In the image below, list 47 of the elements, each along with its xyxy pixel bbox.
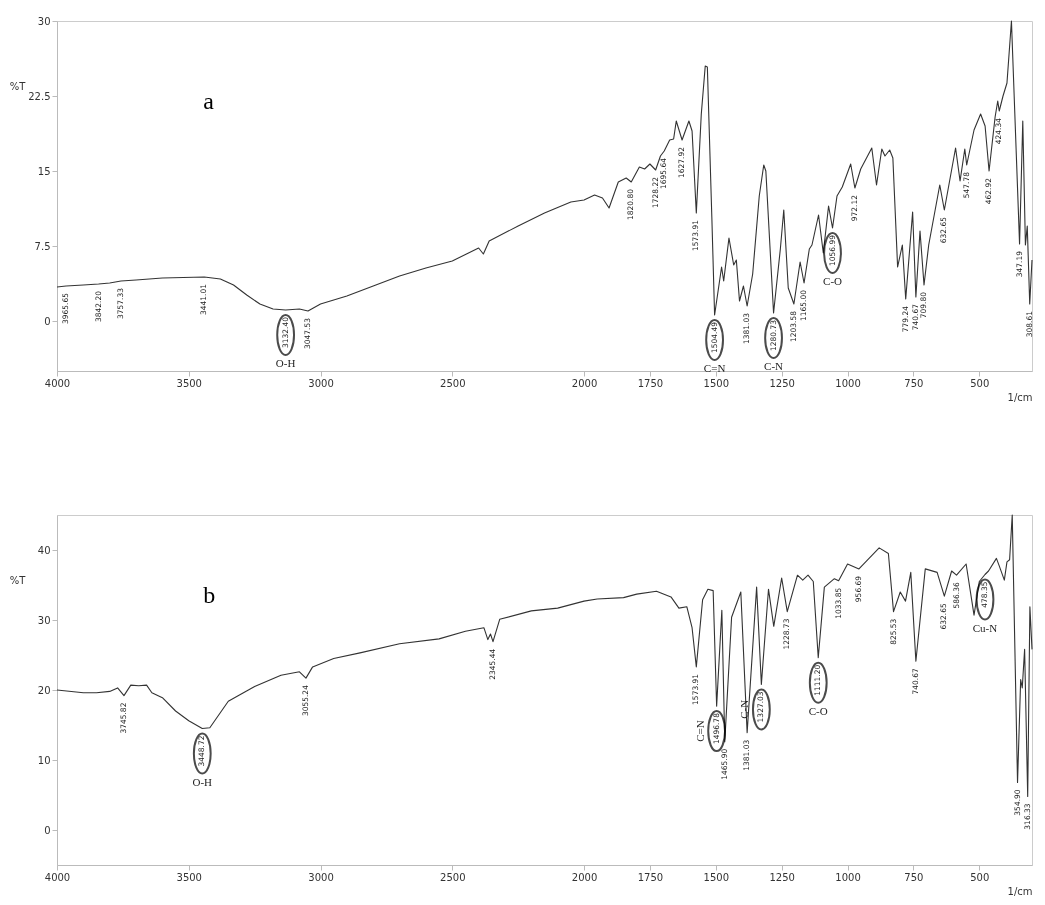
x-tick-label: 2500 <box>440 871 466 883</box>
x-tick-label: 1500 <box>703 377 730 389</box>
x-tick-label: 1000 <box>835 871 861 883</box>
x-tick-label: 2000 <box>571 377 598 389</box>
annotation: O-H <box>275 357 296 369</box>
y-tick-label: 7.5 <box>34 240 51 252</box>
x-tick-label: 1000 <box>835 377 861 389</box>
y-tick-label: 30 <box>37 614 51 626</box>
y-tick-label: 20 <box>37 684 51 696</box>
x-tick-label: 3000 <box>308 377 334 389</box>
x-axis-title: 1/cm <box>1007 885 1033 897</box>
x-tick-label: 500 <box>970 377 990 389</box>
x-tick-label: 3000 <box>308 871 334 883</box>
annotation: C=N <box>693 720 706 742</box>
x-tick-label: 1500 <box>703 871 730 883</box>
x-tick-label: 2000 <box>571 871 598 883</box>
x-tick-label: 1250 <box>769 377 795 389</box>
text: b <box>203 581 216 608</box>
annotation: C-N <box>764 360 784 372</box>
x-tick-label: 3500 <box>176 377 202 389</box>
x-tick-label: 1250 <box>769 871 795 883</box>
y-tick-label: 0 <box>44 824 51 836</box>
x-tick-label: 3500 <box>176 871 202 883</box>
y-tick-label: 40 <box>37 544 51 556</box>
x-axis-title: 1/cm <box>1007 391 1033 403</box>
x-tick-label: 750 <box>904 377 924 389</box>
x-tick-label: 4000 <box>44 377 71 389</box>
y-tick-label: 30 <box>37 15 51 27</box>
x-tick-label: 4000 <box>44 871 71 883</box>
annotation: C-O <box>823 275 843 287</box>
text: a <box>203 87 215 114</box>
x-tick-label: 1750 <box>637 377 664 389</box>
y-tick-label: 15 <box>37 165 51 177</box>
annotation: C-O <box>808 704 828 717</box>
y-tick-label: 22.5 <box>28 90 51 102</box>
annotation: C=N <box>703 362 726 374</box>
y-tick-label: 10 <box>37 754 51 766</box>
annotation: C-N <box>738 699 751 719</box>
y-tick-label: 0 <box>44 315 51 327</box>
x-tick-label: 1750 <box>637 871 664 883</box>
x-tick-label: 2500 <box>440 377 466 389</box>
y-axis-title: %T <box>9 574 27 586</box>
x-tick-label: 500 <box>970 871 990 883</box>
y-axis-title: %T <box>9 80 27 92</box>
x-tick-label: 750 <box>904 871 924 883</box>
annotation: O-H <box>192 775 213 788</box>
annotation: Cu-N <box>972 621 998 634</box>
